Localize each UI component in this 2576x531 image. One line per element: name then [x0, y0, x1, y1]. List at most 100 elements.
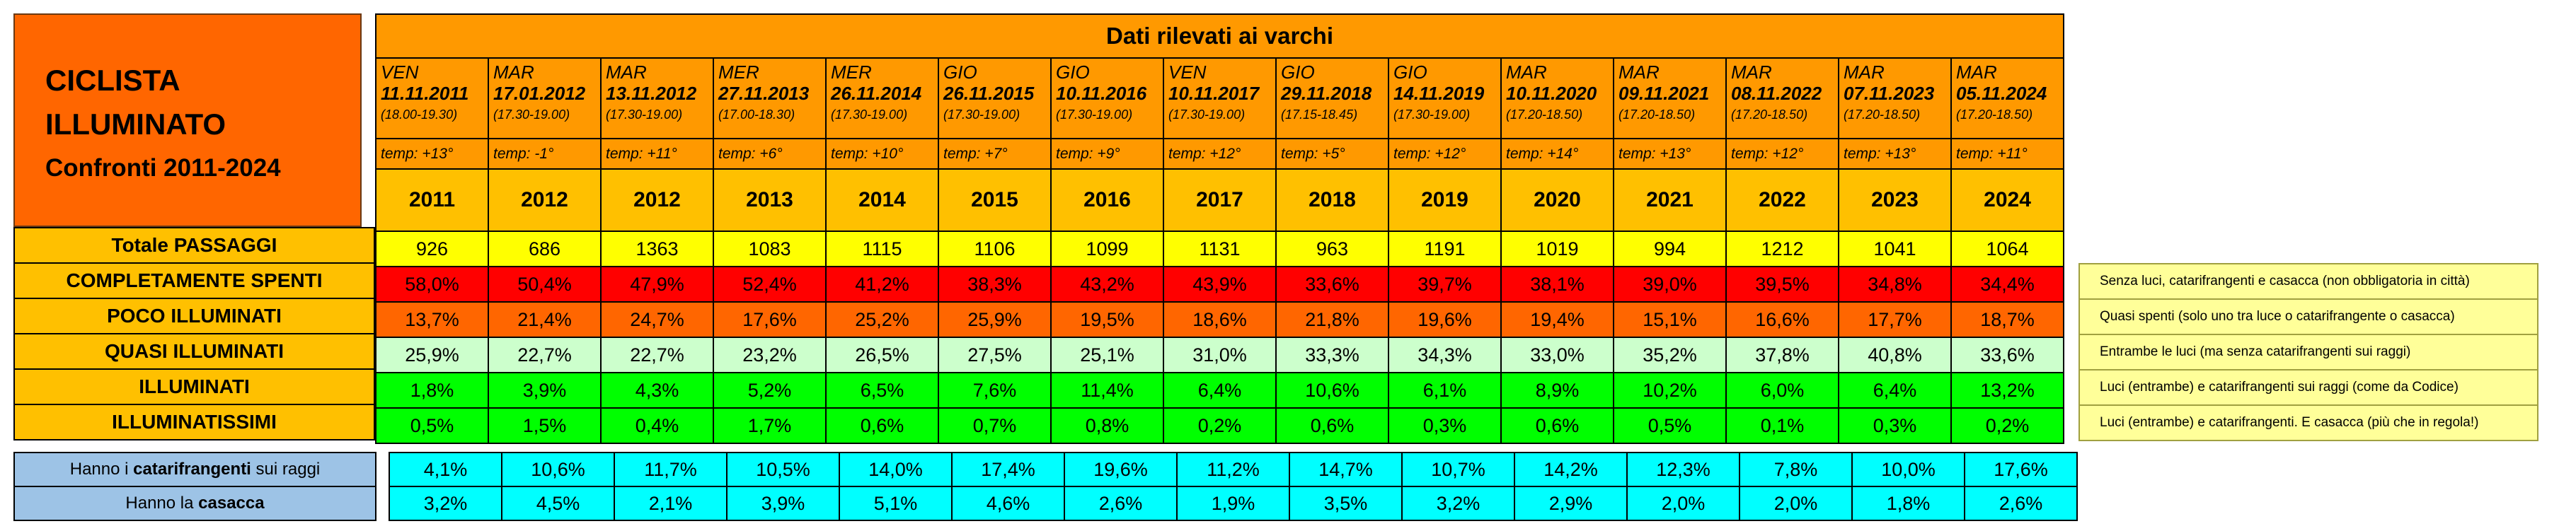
value-cell: 926 — [375, 231, 489, 267]
extra-row-label: Hanno i catarifrangenti sui raggi — [13, 452, 376, 487]
extra-value-cell: 4,1% — [389, 452, 502, 487]
legend-note: Luci (entrambe) e catarifrangenti. E cas… — [2078, 404, 2538, 441]
date-label: 07.11.2023 — [1844, 83, 1935, 104]
value-cell: 0,7% — [938, 407, 1052, 444]
value-cell: 3,9% — [488, 372, 602, 409]
temp-cell: temp: +13° — [1838, 138, 1952, 170]
value-cell: 33,6% — [1275, 266, 1389, 303]
value-cell: 8,9% — [1500, 372, 1614, 409]
value-cell: 0,2% — [1950, 407, 2065, 444]
date-cell: MER 26.11.2014 (17.30-19.00) — [825, 57, 939, 139]
extra-value-cell: 3,2% — [389, 486, 502, 521]
year-cell: 2012 — [488, 168, 602, 232]
temp-cell: temp: +6° — [713, 138, 827, 170]
value-cell: 1212 — [1725, 231, 1839, 267]
value-cell: 33,3% — [1275, 337, 1389, 373]
extra-label-pre: Hanno la — [125, 494, 199, 513]
extra-label-pre: Hanno i — [69, 460, 134, 479]
temp-cell: temp: +13° — [1613, 138, 1727, 170]
temp-cell: temp: -1° — [488, 138, 602, 170]
value-cell: 31,0% — [1163, 337, 1277, 373]
note-row: Quasi spenti (solo uno tra luce o catari… — [2078, 298, 2538, 335]
date-cell: GIO 29.11.2018 (17.15-18.45) — [1275, 57, 1389, 139]
time-range: (17.30-19.00) — [1056, 107, 1133, 122]
value-cell: 0,4% — [600, 407, 714, 444]
time-range: (17.20-18.50) — [1956, 107, 2033, 122]
row-label: Totale PASSAGGI — [13, 227, 375, 264]
temp-row: temp: +13° temp: -1° temp: +11° temp: +6° te… — [375, 138, 2065, 170]
date-label: 09.11.2021 — [1618, 83, 1710, 104]
date-cell: MAR 10.11.2020 (17.20-18.50) — [1500, 57, 1614, 139]
extra-label-post: sui raggi — [251, 460, 321, 479]
note-row: Senza luci, catarifrangenti e casacca (n… — [2078, 263, 2538, 300]
year-cell: 2015 — [938, 168, 1052, 232]
temp-cell: temp: +11° — [600, 138, 714, 170]
header-row: Dati rilevati ai varchi — [374, 13, 2065, 59]
date-cell: GIO 10.11.2016 (17.30-19.00) — [1050, 57, 1164, 139]
time-range: (17.30-19.00) — [1168, 107, 1246, 122]
date-cell: MAR 08.11.2022 (17.20-18.50) — [1725, 57, 1839, 139]
year-cell: 2016 — [1050, 168, 1164, 232]
value-cell: 34,4% — [1950, 266, 2065, 303]
value-cell: 22,7% — [600, 337, 714, 373]
data-row: 1,8% 3,9% 4,3% 5,2% 6,5% 7,6% 11,4% 6,4% 10,6% 6,… — [375, 372, 2065, 409]
value-cell: 0,1% — [1725, 407, 1839, 444]
value-cell: 34,3% — [1388, 337, 1502, 373]
table-header: Dati rilevati ai varchi — [374, 13, 2065, 59]
title-line-2: ILLUMINATO — [45, 107, 226, 141]
value-cell: 18,6% — [1163, 301, 1277, 338]
title-box: CICLISTA ILLUMINATO Confronti 2011-2024 — [13, 13, 362, 227]
temp-cell: temp: +12° — [1163, 138, 1277, 170]
date-label: 08.11.2022 — [1731, 83, 1822, 104]
value-cell: 6,0% — [1725, 372, 1839, 409]
day-label: MAR — [1731, 62, 1772, 83]
value-cell: 5,2% — [713, 372, 827, 409]
year-cell: 2013 — [713, 168, 827, 232]
date-label: 11.11.2011 — [381, 83, 469, 104]
value-cell: 0,5% — [1613, 407, 1727, 444]
date-label: 17.01.2012 — [493, 83, 586, 104]
value-cell: 994 — [1613, 231, 1727, 267]
value-cell: 16,6% — [1725, 301, 1839, 338]
data-row: 13,7% 21,4% 24,7% 17,6% 25,2% 25,9% 19,5% 18,6%… — [375, 301, 2065, 338]
temp-cell: temp: +12° — [1725, 138, 1839, 170]
value-cell: 52,4% — [713, 266, 827, 303]
temp-cell: temp: +9° — [1050, 138, 1164, 170]
value-cell: 1019 — [1500, 231, 1614, 267]
value-cell: 1099 — [1050, 231, 1164, 267]
note-row: Luci (entrambe) e catarifrangenti. E cas… — [2078, 404, 2538, 441]
year-cell: 2022 — [1725, 168, 1839, 232]
value-cell: 40,8% — [1838, 337, 1952, 373]
main-table: Dati rilevati ai varchi VEN 11.11.2011 (18.… — [374, 13, 2065, 444]
value-cell: 0,8% — [1050, 407, 1164, 444]
value-cell: 6,1% — [1388, 372, 1502, 409]
extra-value-cell: 11,2% — [1176, 452, 1290, 487]
extra-value-cell: 10,0% — [1851, 452, 1965, 487]
value-cell: 18,7% — [1950, 301, 2065, 338]
day-label: MAR — [1956, 62, 1997, 83]
time-range: (17.20-18.50) — [1506, 107, 1583, 122]
value-cell: 17,7% — [1838, 301, 1952, 338]
value-cell: 1083 — [713, 231, 827, 267]
row-labels-table: Totale PASSAGGI COMPLETAMENTE SPENTI POCO … — [13, 227, 375, 440]
legend-note: Luci (entrambe) e catarifrangenti sui ra… — [2078, 369, 2538, 406]
data-row: 0,5% 1,5% 0,4% 1,7% 0,6% 0,7% 0,8% 0,2% 0,6% 0,3%… — [375, 407, 2065, 444]
value-cell: 0,6% — [1500, 407, 1614, 444]
note-row: Luci (entrambe) e catarifrangenti sui ra… — [2078, 369, 2538, 406]
date-cell: MER 27.11.2013 (17.00-18.30) — [713, 57, 827, 139]
extra-value-cell: 14,2% — [1514, 452, 1628, 487]
label-row: ILLUMINATI — [13, 368, 375, 405]
day-label: GIO — [1056, 62, 1090, 83]
temp-cell: temp: +13° — [375, 138, 489, 170]
day-label: GIO — [943, 62, 977, 83]
day-label: MAR — [606, 62, 647, 83]
year-cell: 2023 — [1838, 168, 1952, 232]
legend-note: Quasi spenti (solo uno tra luce o catari… — [2078, 298, 2538, 335]
value-cell: 10,6% — [1275, 372, 1389, 409]
value-cell: 38,3% — [938, 266, 1052, 303]
value-cell: 13,7% — [375, 301, 489, 338]
date-cell: MAR 07.11.2023 (17.20-18.50) — [1838, 57, 1952, 139]
value-cell: 38,1% — [1500, 266, 1614, 303]
time-range: (17.00-18.30) — [718, 107, 795, 122]
time-range: (17.30-19.00) — [606, 107, 683, 122]
